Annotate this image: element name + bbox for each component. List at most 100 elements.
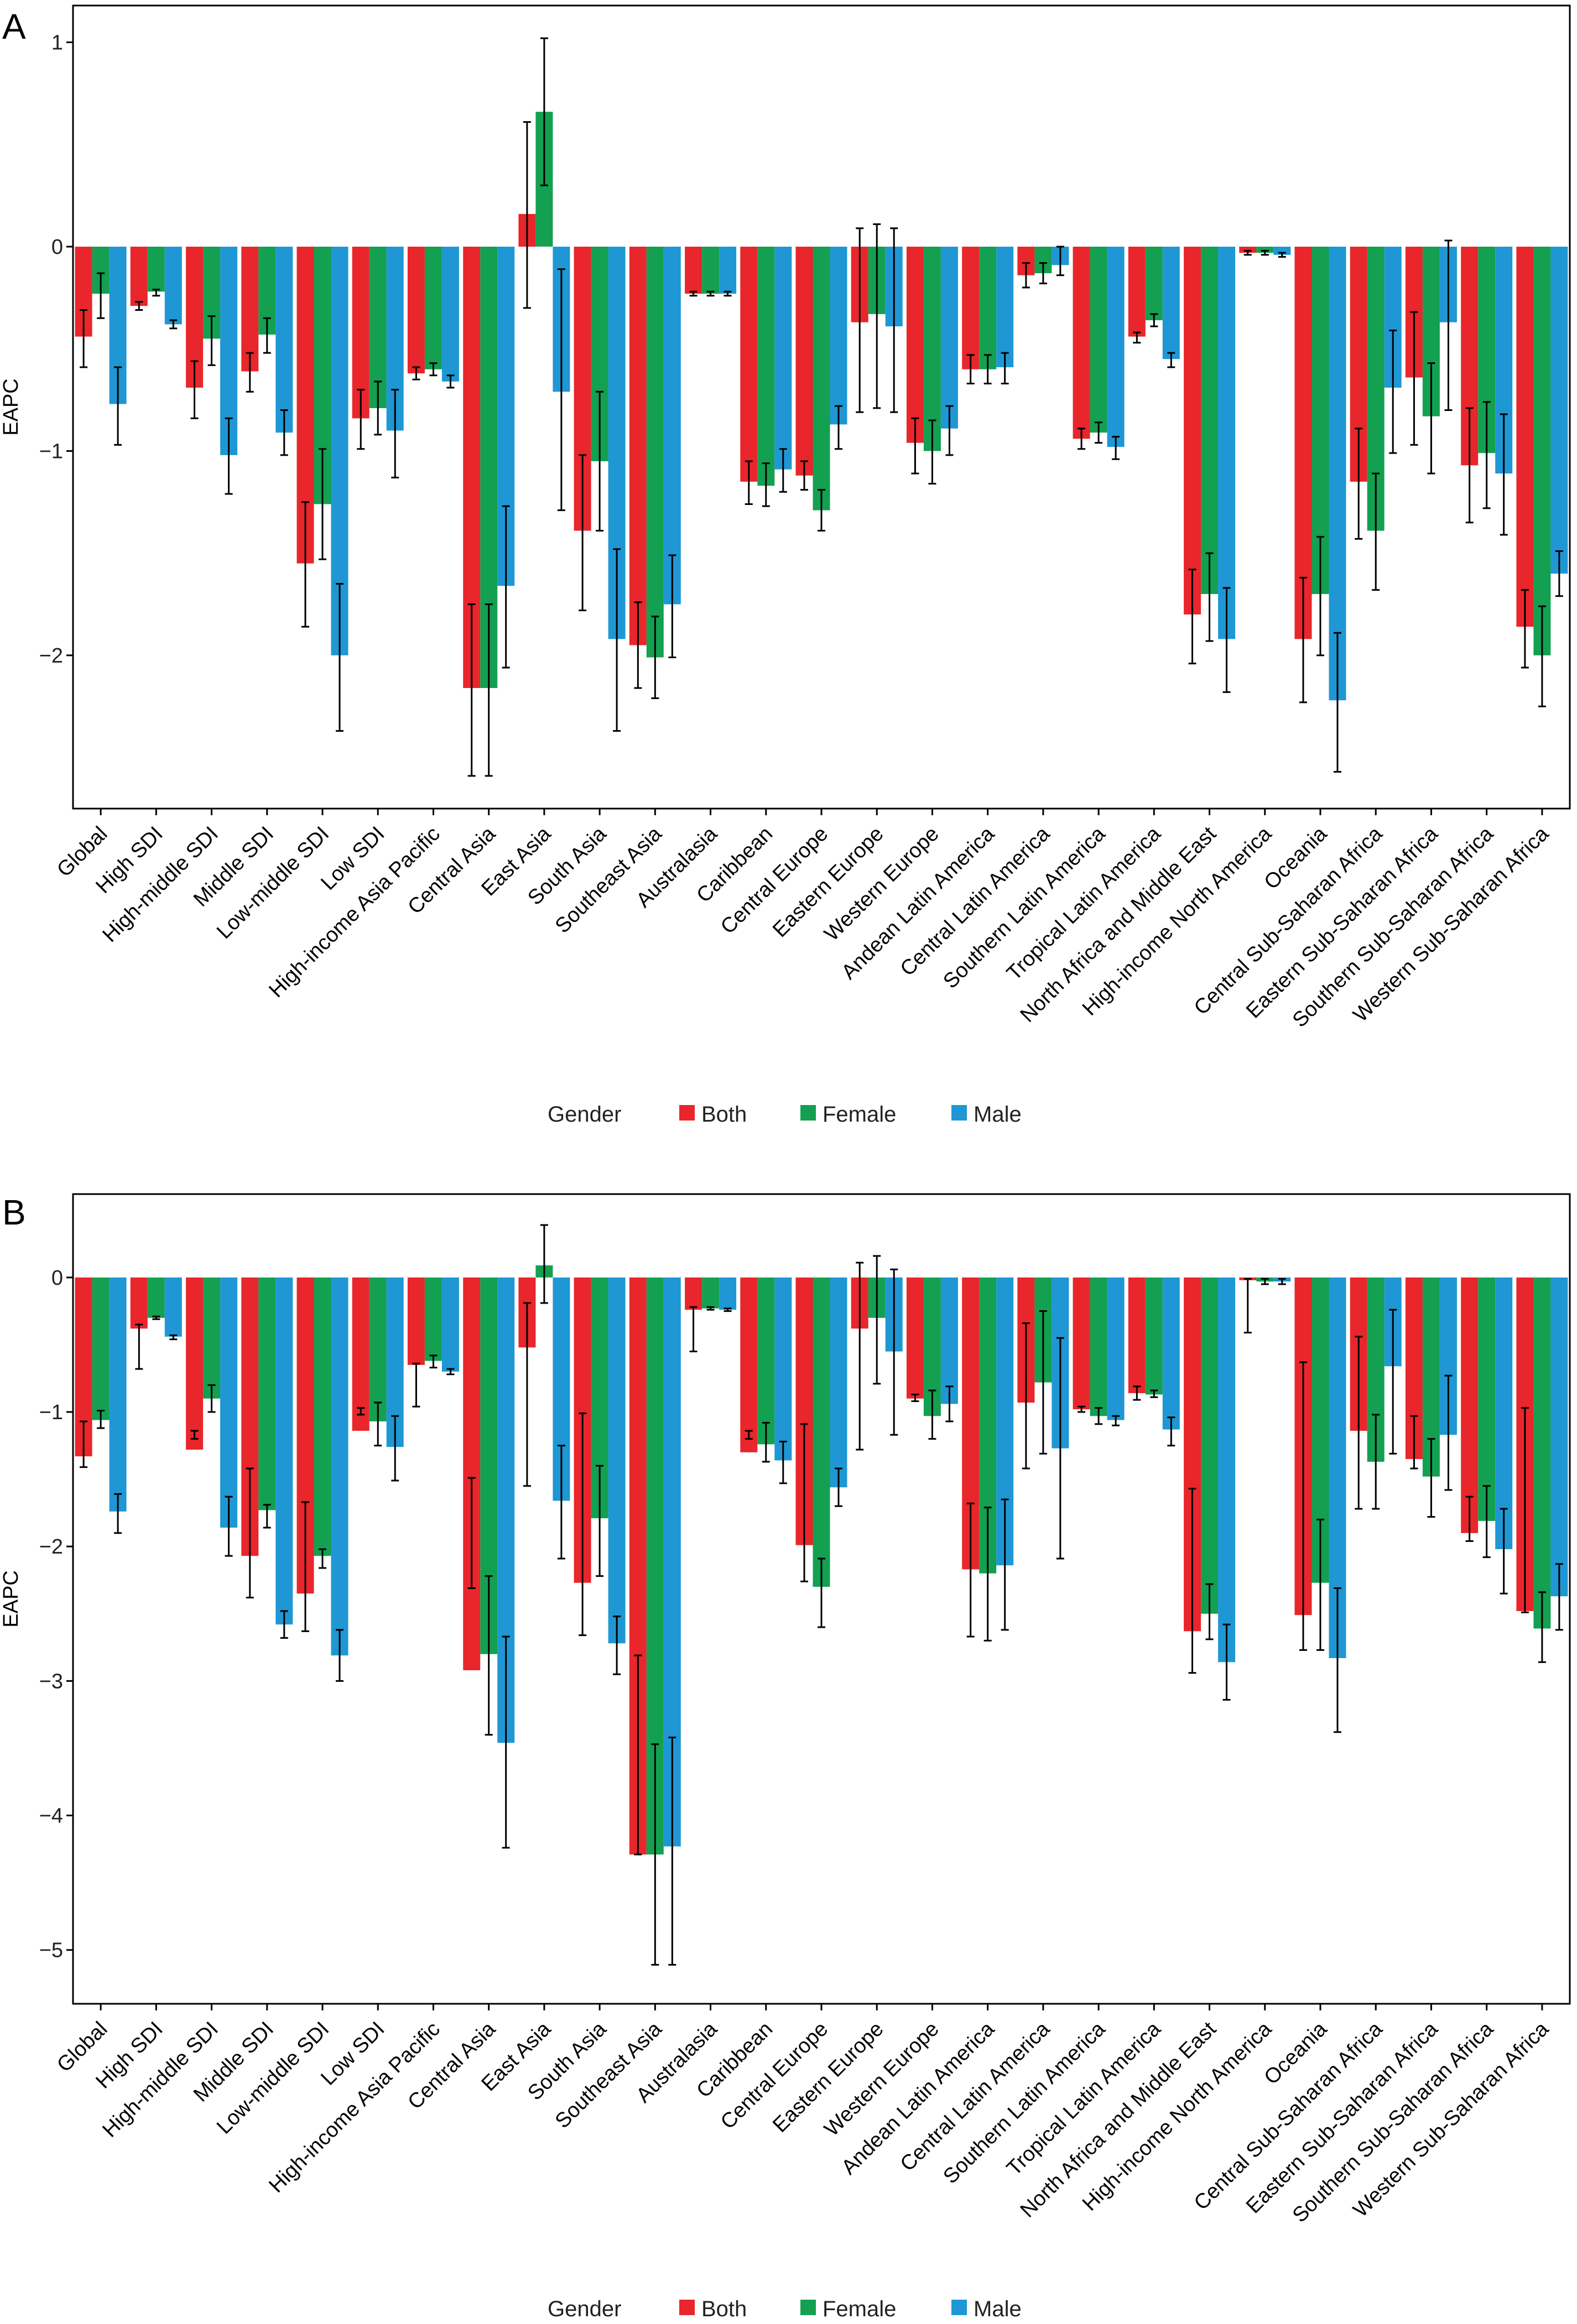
- bar-male: [830, 247, 847, 425]
- bar-both: [685, 247, 702, 294]
- bar-female: [1533, 247, 1551, 655]
- legend-label-both: Both: [701, 1102, 747, 1127]
- y-tick-label: −5: [39, 1939, 63, 1962]
- bar-male: [441, 1277, 459, 1372]
- x-tick-label: Southern Sub-Saharan Africa: [1288, 822, 1498, 1032]
- bar-male: [608, 1277, 626, 1644]
- bar-female: [1533, 1277, 1551, 1629]
- legend-swatch-both: [679, 2300, 695, 2315]
- bar-female: [258, 1277, 276, 1510]
- bar-male: [1495, 1277, 1513, 1549]
- y-tick-label: 0: [51, 236, 63, 259]
- bar-female: [757, 1277, 775, 1445]
- y-tick-label: −4: [39, 1805, 63, 1828]
- legend-label-female: Female: [823, 2297, 896, 2321]
- bar-both: [463, 1277, 481, 1670]
- bar-male: [940, 1277, 958, 1404]
- bar-male: [275, 247, 293, 433]
- bar-male: [663, 247, 681, 605]
- bar-male: [1218, 1277, 1236, 1663]
- bar-male: [164, 247, 182, 325]
- bar-female: [1090, 1277, 1107, 1416]
- bar-both: [795, 247, 813, 476]
- bar-female: [1145, 247, 1163, 320]
- bar-male: [940, 247, 958, 429]
- x-tick-label: Southern Sub-Saharan Africa: [1288, 2017, 1498, 2227]
- bar-male: [164, 1277, 182, 1337]
- panel-letter: B: [2, 1192, 26, 1232]
- bar-both: [685, 1277, 702, 1310]
- bar-female: [92, 1277, 110, 1420]
- bar-both: [962, 247, 980, 369]
- y-tick-label: 0: [51, 1267, 63, 1290]
- legend-label-both: Both: [701, 2297, 747, 2321]
- bar-both: [130, 247, 148, 306]
- y-tick-label: −2: [39, 644, 63, 668]
- bar-female: [1201, 247, 1219, 595]
- bar-male: [1273, 247, 1291, 255]
- bar-both: [1184, 247, 1201, 614]
- bar-both: [906, 247, 924, 443]
- bar-female: [813, 1277, 830, 1587]
- bar-both: [1073, 1277, 1090, 1410]
- legend-swatch-female: [800, 1105, 816, 1121]
- y-tick-label: 1: [51, 32, 63, 55]
- bar-male: [1550, 1277, 1568, 1597]
- bar-female: [424, 1277, 442, 1361]
- legend-label-male: Male: [974, 1102, 1022, 1127]
- legend-label-female: Female: [823, 1102, 896, 1127]
- legend-swatch-male: [951, 2300, 967, 2315]
- bar-female: [757, 247, 775, 486]
- bar-male: [719, 247, 737, 294]
- bar-both: [740, 247, 758, 482]
- bar-female: [147, 247, 165, 292]
- bar-female: [646, 247, 664, 658]
- bar-male: [1162, 247, 1180, 359]
- bar-both: [1128, 247, 1146, 337]
- legend-title: Gender: [548, 1102, 621, 1127]
- bar-both: [629, 247, 647, 645]
- bar-both: [1073, 247, 1090, 439]
- legend: Gender Both Female Male: [548, 2297, 1022, 2321]
- bar-male: [220, 1277, 238, 1528]
- panel-letter: A: [2, 7, 26, 46]
- bar-both: [186, 1277, 204, 1450]
- bar-male: [1218, 247, 1236, 639]
- bar-female: [702, 247, 720, 294]
- bar-both: [1239, 247, 1257, 253]
- bar-both: [241, 247, 259, 372]
- bar-both: [1294, 247, 1312, 639]
- y-tick-label: −3: [39, 1670, 63, 1693]
- bar-female: [1256, 247, 1274, 253]
- bar-male: [441, 247, 459, 382]
- bar-female: [1478, 1277, 1496, 1521]
- bar-male: [996, 247, 1014, 367]
- bar-female: [203, 1277, 221, 1399]
- bar-both: [740, 1277, 758, 1452]
- bar-both: [1128, 1277, 1146, 1393]
- bar-both: [1461, 1277, 1479, 1533]
- bar-female: [923, 247, 941, 451]
- bar-female: [369, 1277, 387, 1421]
- bar-female: [813, 247, 830, 510]
- bar-male: [1107, 247, 1125, 447]
- y-tick-label: −1: [39, 440, 63, 463]
- y-axis-label: EAPC: [0, 1570, 23, 1627]
- y-tick-label: −1: [39, 1401, 63, 1424]
- bar-both: [352, 1277, 369, 1431]
- bar-both: [407, 247, 425, 374]
- bar-female: [1201, 1277, 1219, 1614]
- bar-male: [331, 1277, 348, 1656]
- bar-male: [1329, 247, 1346, 701]
- bar-both: [1516, 247, 1534, 627]
- legend: Gender Both Female Male: [548, 1102, 1022, 1127]
- legend-swatch-both: [679, 1105, 695, 1121]
- bar-male: [1107, 1277, 1125, 1420]
- legend-label-male: Male: [974, 2297, 1022, 2321]
- legend-swatch-male: [951, 1105, 967, 1121]
- bar-female: [702, 1277, 720, 1309]
- bar-female: [1090, 247, 1107, 433]
